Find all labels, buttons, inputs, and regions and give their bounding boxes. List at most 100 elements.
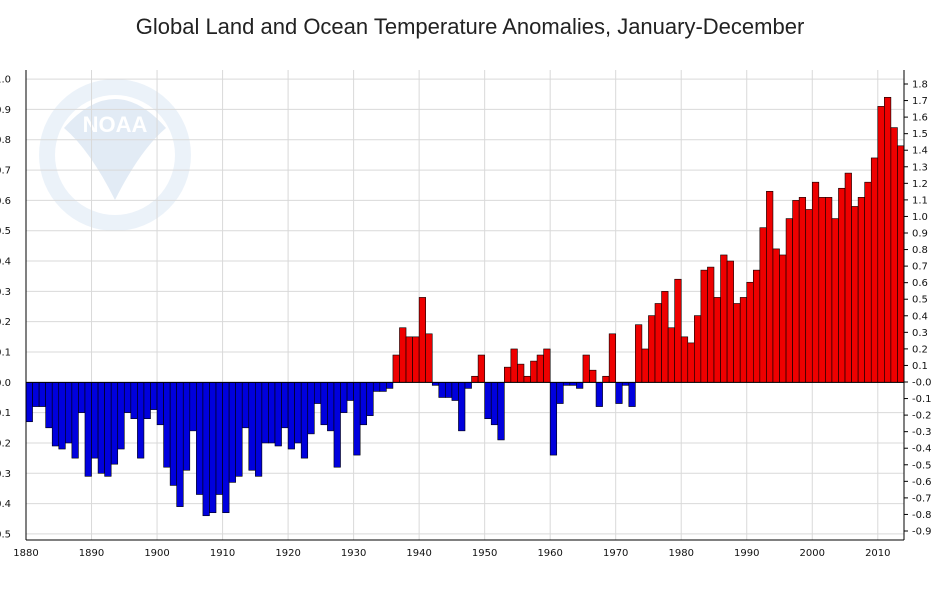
bar-year-1892 (104, 382, 112, 477)
bar-year-2008 (864, 181, 872, 383)
bar-year-1898 (143, 382, 151, 420)
y-left-tick-label: -0.2 (0, 438, 11, 449)
x-tick-label: 1930 (341, 548, 366, 559)
y-right-tick-label: -0.6 (912, 477, 932, 488)
y-right-tick-label: 0.8 (912, 245, 928, 256)
bar-year-1918 (274, 382, 282, 447)
bar-year-1926 (327, 382, 335, 432)
bar-year-1937 (399, 327, 407, 383)
bar-year-1884 (51, 382, 60, 447)
bar-year-1964 (576, 382, 584, 389)
bar-year-1913 (241, 382, 250, 429)
bar-year-1941 (425, 333, 433, 383)
x-tick-label: 1990 (734, 548, 759, 559)
bar-year-1958 (536, 354, 544, 383)
bar-year-1947 (464, 382, 472, 389)
y-right-tick-label: 1.8 (912, 80, 928, 91)
bar-year-1991 (752, 269, 761, 383)
bar-year-2004 (838, 187, 846, 383)
bar-year-1901 (163, 382, 171, 468)
bar-year-2000 (811, 181, 820, 383)
bar-year-1954 (510, 348, 518, 383)
y-left-tick-label: 0.7 (0, 166, 11, 177)
bar-year-1935 (386, 382, 394, 389)
bar-year-1930 (353, 382, 361, 456)
y-right-tick-label: 1.2 (912, 179, 928, 190)
bar-year-1973 (635, 324, 643, 383)
bar-year-1974 (641, 348, 649, 383)
bar-year-1903 (176, 382, 184, 507)
y-left-tick-label: -0.5 (0, 529, 11, 540)
bar-year-1945 (451, 382, 459, 401)
bar-year-1952 (497, 382, 505, 441)
bar-year-1953 (504, 366, 512, 383)
bar-year-1881 (32, 382, 40, 407)
y-right-tick-label: -0.1 (912, 394, 932, 405)
x-tick-label: 1950 (472, 548, 497, 559)
bar-year-1934 (379, 382, 387, 392)
y-right-tick-label: 1.3 (912, 162, 928, 173)
y-right-tick-label: 1.5 (912, 129, 928, 140)
bar-year-1924 (313, 382, 322, 404)
bar-year-1893 (110, 382, 119, 465)
bar-year-1987 (726, 260, 734, 383)
y-right-tick-label: -0.9 (912, 527, 932, 538)
bar-year-1983 (700, 269, 708, 383)
bar-year-1946 (458, 382, 466, 432)
y-right-tick-label: 0.2 (912, 344, 928, 355)
bar-year-1943 (438, 382, 446, 398)
bar-year-1985 (713, 297, 721, 383)
y-right-tick-label: 1.6 (912, 113, 928, 124)
noaa-logo-text: NOAA (83, 112, 148, 137)
y-left-tick-label: 0.0 (0, 378, 11, 389)
y-right-tick-label: 0.4 (912, 311, 928, 322)
y-left-tick-label: -0.4 (0, 499, 11, 510)
x-tick-label: 1970 (603, 548, 628, 559)
bar-year-1896 (130, 382, 138, 420)
x-tick-label: 2000 (800, 548, 825, 559)
chart-title: Global Land and Ocean Temperature Anomal… (135, 14, 805, 39)
bar-year-2005 (844, 172, 852, 383)
bar-year-1950 (484, 382, 492, 420)
bar-year-1936 (392, 354, 400, 383)
bar-year-1967 (595, 382, 603, 407)
y-right-tick-label: -0.0 (912, 378, 932, 389)
x-tick-label: 1920 (275, 548, 300, 559)
bar-year-1992 (759, 227, 767, 383)
bar-year-1888 (78, 382, 86, 413)
bar-year-1915 (255, 382, 263, 477)
bar-year-1897 (137, 382, 145, 459)
bar-year-1887 (71, 382, 79, 459)
bar-year-1923 (307, 382, 315, 435)
bar-year-2011 (884, 96, 892, 383)
y-left-tick-label: 0.1 (0, 348, 11, 359)
bar-year-1907 (202, 382, 210, 517)
bar-year-1925 (320, 382, 328, 426)
bar-year-1993 (766, 190, 774, 383)
y-right-tick-label: -0.5 (912, 460, 932, 471)
x-tick-label: 2010 (865, 548, 890, 559)
y-right-tick-label: 0.3 (912, 328, 928, 339)
bar-year-1891 (97, 382, 105, 474)
bar-year-1940 (418, 297, 426, 383)
bar-year-1975 (648, 315, 656, 383)
bar-year-1927 (333, 382, 341, 468)
bar-year-1955 (517, 363, 525, 383)
bar-year-1902 (169, 382, 177, 486)
bar-year-1890 (91, 382, 99, 459)
bar-year-1960 (549, 382, 558, 456)
y-left-tick-label: 0.8 (0, 135, 11, 146)
bar-year-1886 (65, 382, 73, 444)
y-left-tick-label: 0.4 (0, 257, 11, 268)
bar-year-2001 (818, 197, 826, 383)
bar-year-1916 (261, 382, 269, 444)
bar-year-1965 (582, 354, 590, 383)
y-right-tick-label: 1.1 (912, 195, 928, 206)
bar-year-2012 (890, 127, 898, 383)
bar-year-1885 (58, 382, 66, 450)
bar-year-1980 (680, 336, 689, 383)
bar-year-1961 (556, 382, 564, 404)
bar-year-1956 (523, 375, 531, 383)
bar-year-1922 (300, 382, 309, 459)
